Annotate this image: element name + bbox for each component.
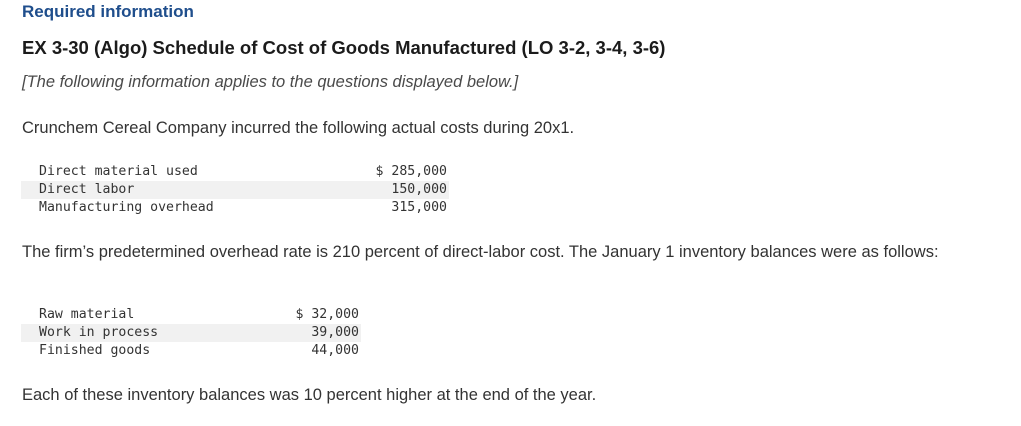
row-amount: 315,000	[391, 200, 447, 215]
row-label: Manufacturing overhead	[39, 200, 214, 215]
row-label: Work in process	[21, 324, 271, 342]
costs-intro-text: Crunchem Cereal Company incurred the fol…	[22, 119, 575, 137]
table-row: Finished goods 44,000	[21, 342, 361, 360]
table-row: Direct labor 150,000	[21, 181, 449, 199]
row-amount: 44,000	[311, 343, 359, 358]
row-label: Direct material used	[39, 164, 198, 179]
table-row: Raw material $ 32,000	[21, 306, 361, 324]
intro-note: [The following information applies to th…	[22, 73, 519, 91]
row-amount: $ 285,000	[375, 164, 447, 179]
row-amount: 39,000	[271, 324, 361, 342]
table-row: Work in process 39,000	[21, 324, 361, 342]
overhead-rate-text: The firm’s predetermined overhead rate i…	[22, 243, 939, 261]
exercise-title: EX 3-30 (Algo) Schedule of Cost of Goods…	[22, 37, 666, 58]
row-label: Direct labor	[21, 181, 339, 199]
actual-costs-table: Direct material used $ 285,000 Direct la…	[21, 163, 449, 217]
table-row: Direct material used $ 285,000	[21, 163, 449, 181]
row-label: Raw material	[39, 307, 135, 322]
required-information-heading: Required information	[22, 2, 194, 21]
row-amount: $ 32,000	[295, 307, 359, 322]
row-amount: 150,000	[339, 181, 449, 199]
table-row: Manufacturing overhead 315,000	[21, 199, 449, 217]
year-end-note: Each of these inventory balances was 10 …	[22, 386, 597, 404]
inventory-balances-table: Raw material $ 32,000 Work in process 39…	[21, 306, 361, 360]
row-label: Finished goods	[39, 343, 151, 358]
